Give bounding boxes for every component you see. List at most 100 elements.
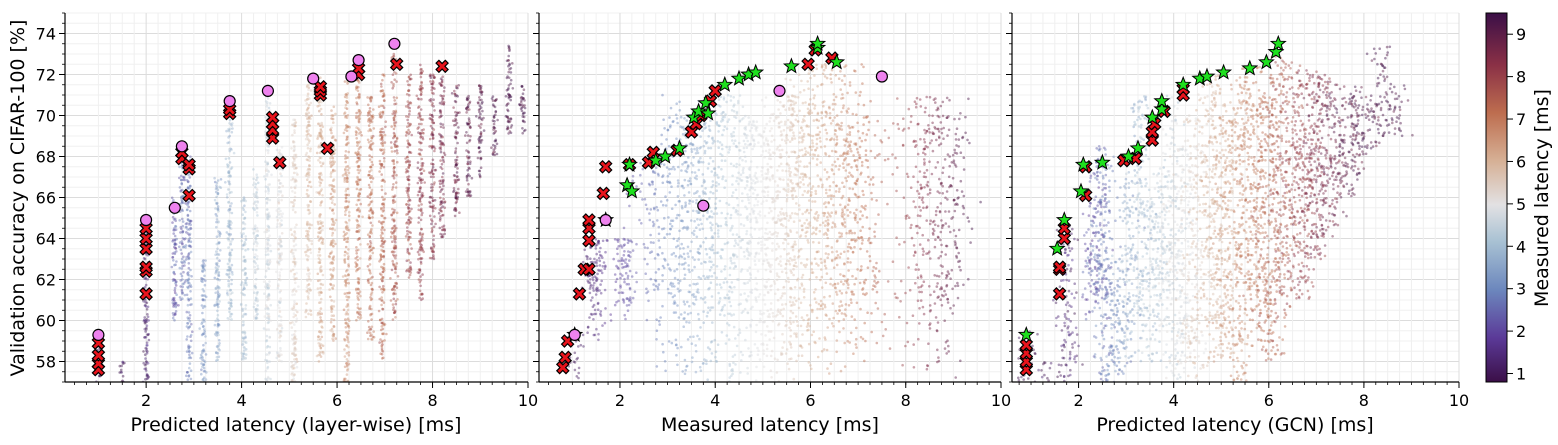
scatter-point-638 [216, 305, 220, 309]
scatter-point-1010 [254, 298, 258, 302]
scatter-point-19 [575, 375, 579, 378]
scatter-point-1707 [304, 153, 308, 157]
scatter-point-338 [179, 298, 183, 302]
scatter-point-3115 [404, 235, 408, 238]
scatter-point-276 [183, 238, 186, 241]
scatter-point-1494 [292, 275, 296, 279]
scatter-point-1103 [267, 293, 271, 297]
scatter-point-273 [665, 233, 669, 236]
scatter-point-752 [229, 266, 232, 269]
scatter-point-461 [187, 299, 190, 302]
scatter-point-1601 [293, 159, 296, 163]
scatter-point-2962 [391, 174, 395, 178]
scatter-point-1648 [309, 101, 313, 105]
scatter-point-1465 [293, 277, 297, 281]
scatter-point-183 [623, 280, 626, 284]
scatter-point-3145 [408, 93, 411, 97]
scatter-point-1891 [315, 354, 319, 358]
scatter-point-1003 [254, 236, 258, 240]
scatter-point-613 [682, 252, 686, 256]
scatter-point-552 [201, 280, 204, 284]
scatter-point-1935 [318, 320, 322, 324]
scatter-point-2362 [355, 131, 358, 134]
x-tick-label: 2 [141, 391, 151, 410]
scatter-point-617 [215, 263, 219, 267]
scatter-point-1664 [308, 226, 311, 230]
scatter-point-1387 [276, 304, 280, 307]
scatter-point-636 [215, 277, 219, 281]
scatter-point-3713 [466, 134, 470, 137]
scatter-point-1368 [275, 356, 279, 360]
scatter-point-1663 [307, 123, 310, 127]
scatter-point-1140 [263, 315, 267, 318]
scatter-point-694 [218, 241, 221, 244]
scatter-point-179 [626, 241, 630, 245]
scatter-point-737 [227, 171, 231, 174]
scatter-point-197 [171, 256, 174, 259]
scatter-point-381 [187, 254, 190, 258]
scatter-point-3305 [422, 132, 425, 135]
scatter-point-1737 [305, 102, 309, 105]
scatter-point-1198 [266, 224, 270, 228]
scatter-point-39 [599, 246, 602, 250]
scatter-point-522 [203, 320, 206, 323]
scatter-point-583 [205, 371, 208, 374]
scatter-point-1253 [264, 377, 267, 381]
scatter-point-1721 [308, 222, 311, 226]
scatter-point-1349 [278, 359, 281, 362]
scatter-point-529 [201, 378, 205, 381]
scatter-point-2037 [332, 162, 336, 165]
scatter-point-1796 [317, 227, 321, 230]
scatter-point-330 [648, 183, 652, 187]
scatter-point-471 [725, 280, 729, 284]
scatter-point-413 [187, 239, 191, 243]
scatter-point-779 [227, 220, 231, 224]
scatter-point-2872 [380, 104, 383, 108]
scatter-point-1016 [251, 227, 255, 231]
scatter-point-388 [666, 174, 670, 178]
scatter-point-3559 [442, 94, 446, 98]
scatter-point-1178 [266, 345, 270, 348]
scatter-point-1436 [293, 186, 297, 190]
scatter-point-1924 [320, 319, 323, 323]
scatter-point-1208 [265, 237, 268, 240]
scatter-point-387 [700, 262, 703, 265]
scatter-point-1129 [266, 197, 269, 201]
scatter-point-1641 [309, 309, 313, 313]
scatter-point-3755 [466, 190, 470, 194]
scatter-point-2159 [345, 358, 349, 361]
scatter-point-861 [230, 248, 234, 252]
scatter-point-1379 [279, 297, 282, 300]
scatter-point-969 [244, 341, 248, 345]
scatter-point-292 [655, 205, 658, 209]
scatter-point-484 [188, 187, 191, 190]
scatter-point-2910 [395, 80, 398, 83]
scatter-point-3253 [418, 190, 422, 193]
scatter-point-1800 [316, 137, 319, 140]
scatter-point-712 [715, 181, 718, 184]
scatter-point-1920 [321, 273, 325, 277]
scatter-point-408 [683, 372, 687, 376]
scatter-point-1764 [308, 164, 311, 168]
scatter-point-203 [174, 313, 177, 316]
scatter-point-420 [189, 369, 193, 373]
scatter-point-2009 [331, 231, 335, 235]
scatter-point-1603 [293, 262, 297, 265]
scatter-point-2213 [347, 354, 351, 357]
scatter-point-584 [686, 312, 690, 316]
scatter-point-622 [679, 313, 683, 316]
scatter-point-1717 [306, 94, 310, 98]
scatter-point-3859 [492, 128, 495, 131]
scatter-point-481 [188, 325, 191, 329]
scatter-point-360 [681, 370, 684, 373]
scatter-point-1925 [316, 287, 320, 290]
scatter-point-1959 [318, 259, 322, 262]
scatter-point-3823 [496, 118, 499, 122]
scatter-point-3343 [419, 275, 422, 278]
scatter-point-3814 [477, 146, 481, 149]
scatter-point-1305 [278, 254, 282, 258]
scatter-point-3558 [439, 77, 443, 80]
scatter-point-1763 [308, 124, 311, 127]
scatter-point-1005 [254, 236, 257, 240]
scatter-point-457 [657, 267, 660, 271]
